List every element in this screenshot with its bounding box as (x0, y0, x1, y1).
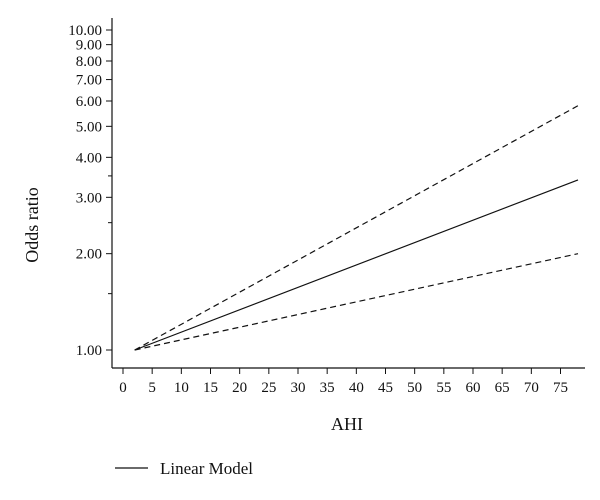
x-tick-label: 70 (524, 380, 539, 396)
x-tick-label: 25 (261, 380, 276, 396)
y-tick-label: 10.00 (68, 23, 102, 39)
y-tick-label: 7.00 (76, 73, 102, 89)
x-axis: 0 5 10 15 20 25 30 35 40 45 50 55 60 65 70 75 (112, 367, 585, 396)
x-tick-label: 45 (378, 380, 393, 396)
x-tick-label: 75 (553, 380, 568, 396)
linear-model-line (134, 179, 579, 351)
x-tick-label: 0 (119, 380, 127, 396)
upper-confidence-line (134, 105, 579, 351)
x-tick-label: 30 (291, 380, 306, 396)
y-axis-title: Odds ratio (22, 187, 42, 263)
x-tick-label: 15 (203, 380, 218, 396)
y-tick-label: 3.00 (76, 190, 102, 206)
x-tick-label: 35 (320, 380, 335, 396)
lower-confidence-line (134, 253, 579, 351)
x-tick-label: 55 (436, 380, 451, 396)
y-tick-label: 5.00 (76, 119, 102, 135)
x-tick-label: 10 (174, 380, 189, 396)
x-tick-label: 65 (495, 380, 510, 396)
x-tick-label: 5 (148, 380, 156, 396)
y-tick-label: 1.00 (76, 343, 102, 359)
x-tick-label: 20 (232, 380, 247, 396)
plot-area (134, 105, 579, 351)
y-tick-label: 9.00 (76, 38, 102, 54)
x-axis-title: AHI (331, 414, 363, 434)
y-tick-label: 6.00 (76, 94, 102, 110)
y-tick-label: 8.00 (76, 54, 102, 70)
y-tick-label: 4.00 (76, 150, 102, 166)
x-tick-label: 40 (349, 380, 364, 396)
legend: Linear Model (115, 459, 253, 478)
x-tick-label: 60 (466, 380, 481, 396)
x-tick-label: 50 (407, 380, 422, 396)
y-tick-label: 2.00 (76, 247, 102, 263)
legend-label-linear-model: Linear Model (160, 459, 253, 478)
y-axis: 1.00 2.00 3.00 4.00 5.00 6.00 7.00 8.009.0010.0… (68, 18, 113, 368)
